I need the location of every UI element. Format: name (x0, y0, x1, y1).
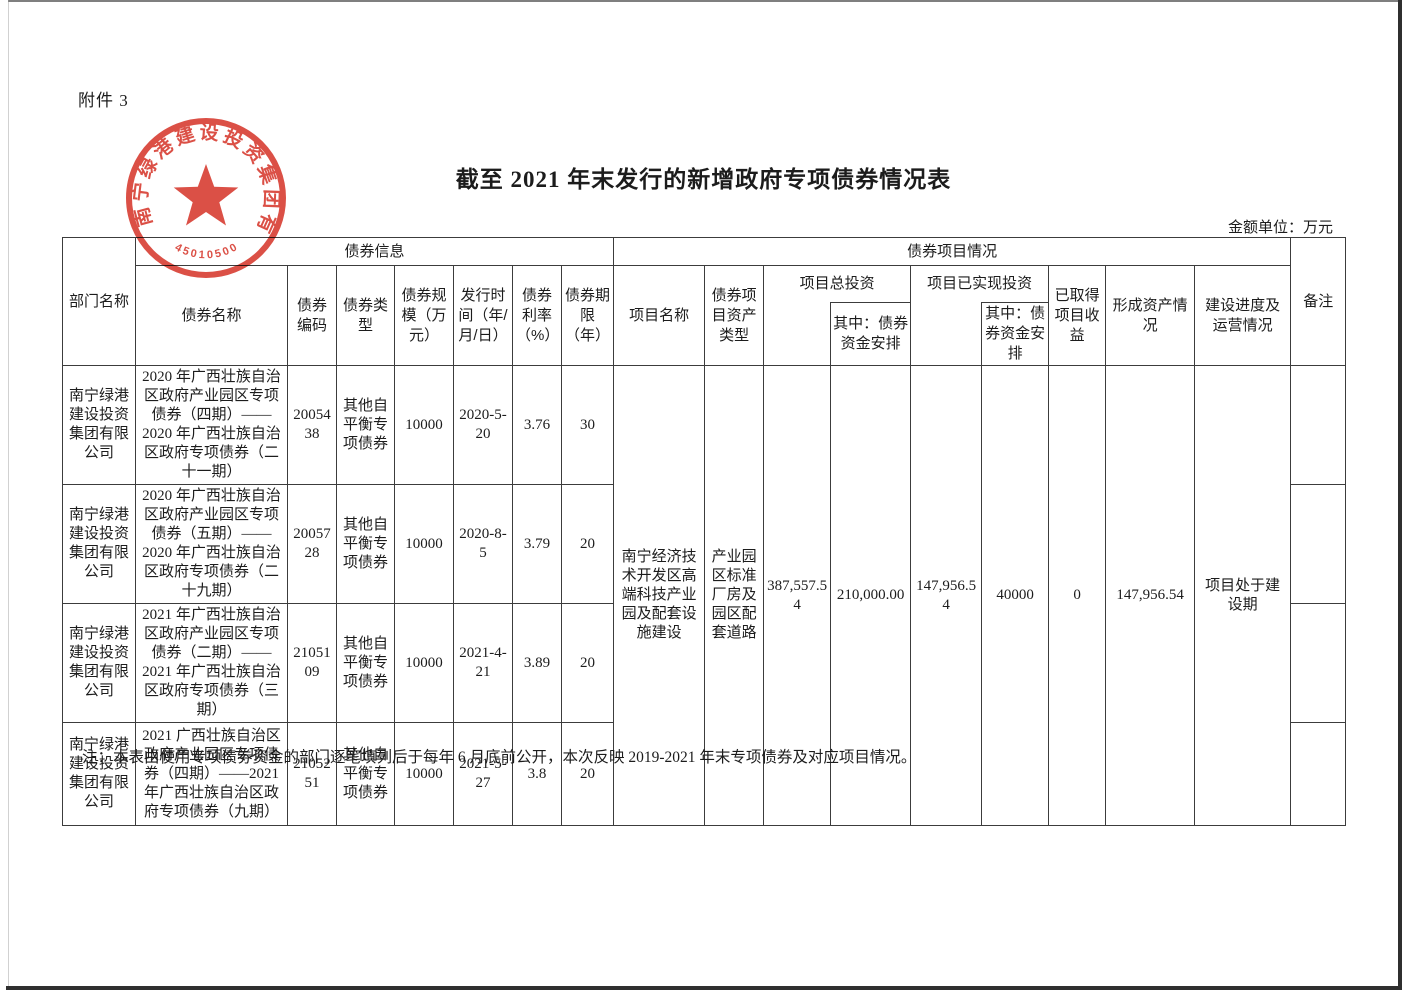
cell-bond-type: 其他自平衡专项债券 (336, 365, 395, 485)
header-realized-investment-bond: 其中：债券资金安排 (981, 302, 1050, 366)
cell-dept: 南宁绿港建设投资集团有限公司 (62, 484, 136, 604)
cell-bond-name: 2020 年广西壮族自治区政府产业园区专项债券（五期）——2020 年广西壮族自… (135, 484, 288, 604)
header-row-columns: 债券名称 债券编码 债券类型 债券规模（万元） 发行时间（年/月/日） 债券利率… (63, 265, 1346, 366)
table-row: 南宁绿港建设投资集团有限公司 2021 广西壮族自治区政府产业园区专项债券（四期… (62, 722, 1347, 826)
cell-bond-name: 2021 广西壮族自治区政府产业园区专项债券（四期）——2021 年广西壮族自治… (135, 722, 288, 826)
scan-edge-right (1398, 0, 1402, 990)
cell-total-investment-bond: 210,000.00 (830, 365, 912, 826)
cell-bond-scale: 10000 (394, 365, 454, 485)
cell-remark (1290, 603, 1347, 723)
cell-issue-date: 2020-8-5 (453, 484, 513, 604)
cell-bond-code: 2105251 (287, 722, 337, 826)
cell-bond-code: 2105109 (287, 603, 337, 723)
header-project-name: 项目名称 (613, 265, 706, 366)
header-bond-term: 债券期限（年） (560, 265, 615, 366)
cell-bond-term: 30 (560, 365, 615, 485)
cell-progress: 项目处于建设期 (1194, 365, 1292, 826)
cell-issue-date: 2021-5-27 (453, 722, 513, 826)
scan-edge-bottom (6, 986, 1402, 990)
scan-edge-top (8, 0, 1402, 2)
cell-remark (1290, 722, 1347, 826)
cell-remark (1290, 365, 1347, 485)
table-row: 南宁绿港建设投资集团有限公司 2020 年广西壮族自治区政府产业园区专项债券（四… (62, 365, 1347, 826)
header-bond-rate: 债券利率（%） (512, 265, 562, 366)
cell-bond-scale: 10000 (394, 722, 454, 826)
seal-star-icon (173, 164, 239, 226)
cell-bond-scale: 10000 (394, 603, 454, 723)
header-bond-code: 债券编码 (287, 265, 337, 366)
cell-bond-name: 2020 年广西壮族自治区政府产业园区专项债券（四期）——2020 年广西壮族自… (135, 365, 288, 485)
seal-ring (126, 118, 286, 278)
cell-bond-scale: 10000 (394, 484, 454, 604)
cell-asset-formed: 147,956.54 (1105, 365, 1196, 826)
cell-dept: 南宁绿港建设投资集团有限公司 (62, 365, 136, 485)
cell-bond-type: 其他自平衡专项债券 (336, 484, 395, 604)
cell-issue-date: 2020-5-20 (453, 365, 513, 485)
cell-bond-code: 2005438 (287, 365, 337, 485)
attachment-label: 附件 3 (78, 91, 129, 110)
page-title: 截至 2021 年末发行的新增政府专项债券情况表 (455, 167, 952, 192)
cell-dept: 南宁绿港建设投资集团有限公司 (62, 722, 136, 826)
company-seal: 南宁绿港建设投资集团有限公司 4501050017139 (126, 118, 286, 278)
footnote: 注：本表由使用专项债券资金的部门逐笔填列后于每年 6 月底前公开，本次反映 20… (82, 749, 917, 766)
cell-issue-date: 2021-4-21 (453, 603, 513, 723)
header-remark: 备注 (1290, 237, 1347, 366)
cell-bond-term: 20 (560, 484, 615, 604)
header-bond-info-group: 债券信息 (134, 237, 615, 266)
header-income: 已取得项目收益 (1048, 265, 1107, 366)
header-realized-investment: 项目已实现投资 (910, 265, 1050, 303)
cell-realized-investment: 147,956.54 (910, 365, 983, 826)
header-total-investment-bond: 其中：债券资金安排 (830, 302, 912, 366)
header-row-subcolumns: 其中：债券资金安排 其中：债券资金安排 (63, 302, 1346, 366)
header-bond-type: 债券类型 (336, 265, 395, 366)
amount-unit-label: 金额单位：万元 (1227, 220, 1333, 236)
header-realized-investment-blank (910, 302, 983, 366)
cell-bond-code: 2005728 (287, 484, 337, 604)
cell-realized-investment-bond: 40000 (981, 365, 1050, 826)
cell-dept: 南宁绿港建设投资集团有限公司 (62, 603, 136, 723)
cell-bond-rate: 3.79 (512, 484, 562, 604)
header-asset-formed: 形成资产情况 (1105, 265, 1196, 366)
header-total-investment-blank (763, 302, 832, 366)
cell-bond-name: 2021 年广西壮族自治区政府产业园区专项债券（二期）——2021 年广西壮族自… (135, 603, 288, 723)
cell-bond-term: 20 (560, 722, 615, 826)
header-project-info-group: 债券项目情况 (613, 237, 1292, 266)
cell-bond-type: 其他自平衡专项债券 (336, 722, 395, 826)
bond-table: 部门名称 债券信息 债券项目情况 备注 债券名称 债券编码 债券类型 债券规模（… (62, 237, 1347, 826)
header-progress: 建设进度及运营情况 (1194, 265, 1292, 366)
cell-remark (1290, 484, 1347, 604)
cell-bond-rate: 3.76 (512, 365, 562, 485)
header-bond-scale: 债券规模（万元） (394, 265, 454, 366)
cell-bond-rate: 3.89 (512, 603, 562, 723)
cell-bond-term: 20 (560, 603, 615, 723)
cell-bond-rate: 3.8 (512, 722, 562, 826)
header-bond-name: 债券名称 (135, 265, 288, 366)
table-row: 南宁绿港建设投资集团有限公司 2021 年广西壮族自治区政府产业园区专项债券（二… (62, 603, 1347, 723)
cell-bond-type: 其他自平衡专项债券 (336, 603, 395, 723)
header-total-investment: 项目总投资 (763, 265, 912, 303)
scan-edge-left (8, 0, 9, 990)
header-asset-type: 债券项目资产类型 (704, 265, 765, 366)
header-issue-date: 发行时间（年/月/日） (453, 265, 513, 366)
cell-project-name: 南宁经济技术开发区高端科技产业园及配套设施建设 (613, 365, 706, 826)
